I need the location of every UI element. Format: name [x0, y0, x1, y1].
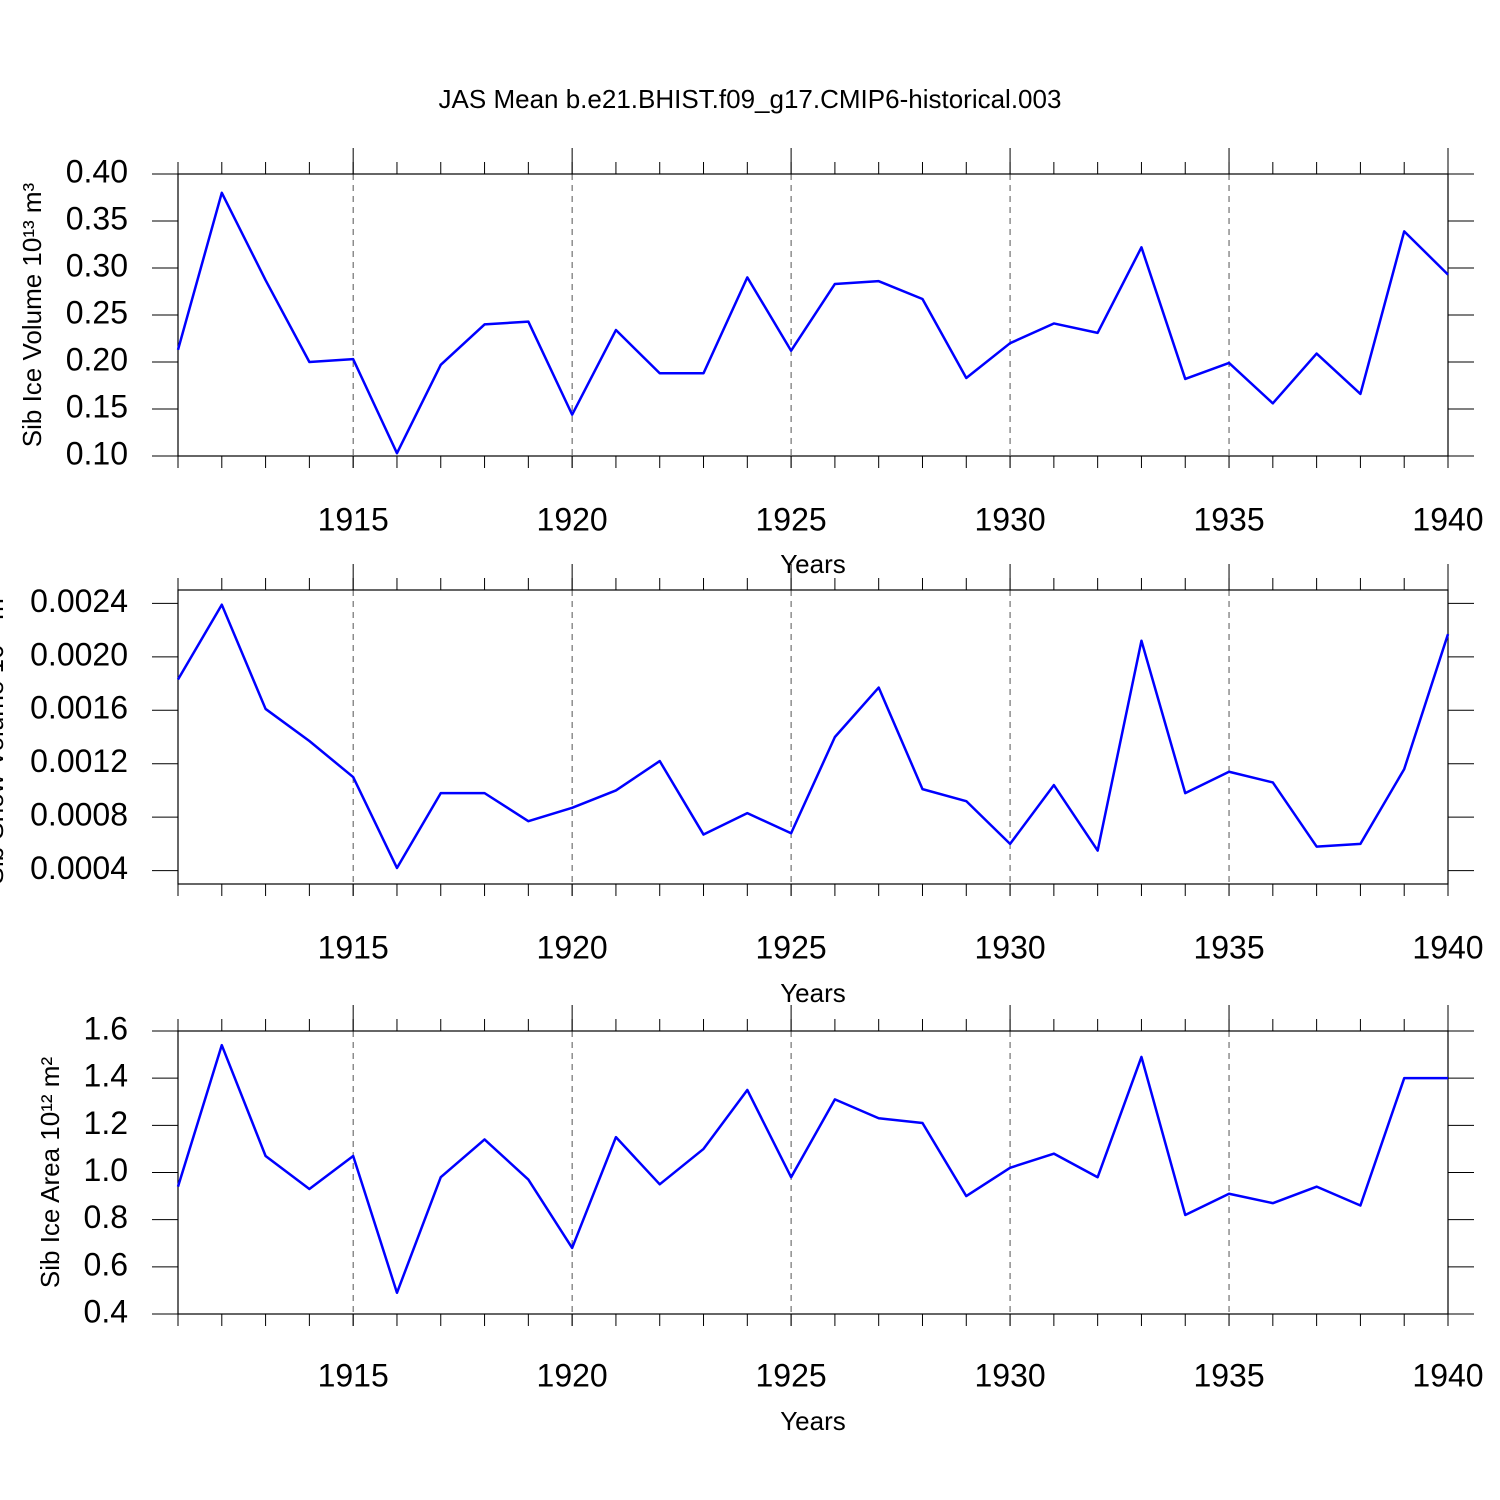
y-tick-label: 0.20	[66, 341, 128, 377]
y-tick-label: 0.35	[66, 200, 128, 236]
plot-frame	[177, 1030, 1449, 1315]
x-tick-label: 1940	[1412, 1357, 1483, 1393]
y-tick-label: 0.0004	[30, 850, 128, 886]
y-tick-label: 0.30	[66, 247, 128, 283]
x-tick-label: 1920	[537, 929, 608, 965]
y-tick-label: 0.6	[84, 1246, 128, 1282]
y-tick-label: 1.2	[84, 1105, 128, 1141]
y-tick-label: 0.0012	[30, 743, 128, 779]
x-tick-label: 1940	[1412, 501, 1483, 537]
x-tick-label: 1940	[1412, 929, 1483, 965]
x-tick-label: 1930	[974, 1357, 1045, 1393]
y-tick-label: 1.0	[84, 1152, 128, 1188]
x-tick-label: 1935	[1193, 1357, 1264, 1393]
chart-title: JAS Mean b.e21.BHIST.f09_g17.CMIP6-histo…	[439, 84, 1062, 114]
x-tick-label: 1930	[974, 929, 1045, 965]
plot-frame	[177, 173, 1449, 457]
x-tick-label: 1915	[318, 501, 389, 537]
x-tick-label: 1915	[318, 929, 389, 965]
y-tick-label: 0.40	[66, 153, 128, 189]
x-tick-label: 1915	[318, 1357, 389, 1393]
y-tick-label: 1.4	[84, 1058, 128, 1094]
data-line	[176, 191, 1449, 455]
x-axis-label: Years	[780, 549, 846, 579]
x-tick-label: 1920	[537, 1357, 608, 1393]
x-tick-label: 1935	[1193, 929, 1264, 965]
y-tick-label: 0.15	[66, 388, 128, 424]
y-tick-label: 0.8	[84, 1199, 128, 1235]
x-axis-label: Years	[780, 1406, 846, 1436]
x-tick-label: 1935	[1193, 501, 1264, 537]
y-tick-label: 0.0008	[30, 797, 128, 833]
y-tick-label: 1.6	[84, 1010, 128, 1046]
y-tick-label: 0.25	[66, 294, 128, 330]
y-tick-label: 0.4	[84, 1293, 128, 1329]
x-tick-label: 1925	[756, 929, 827, 965]
x-tick-label: 1925	[756, 501, 827, 537]
y-axis-label: Sib Snow Volume 10¹³ m³	[0, 589, 9, 884]
x-tick-label: 1930	[974, 501, 1045, 537]
x-tick-label: 1925	[756, 1357, 827, 1393]
y-axis-label: Sib Ice Volume 10¹³ m³	[17, 182, 47, 447]
y-tick-label: 0.0016	[30, 690, 128, 726]
x-tick-label: 1920	[537, 501, 608, 537]
y-tick-label: 0.0024	[30, 583, 128, 619]
data-line	[176, 1043, 1448, 1295]
x-axis-label: Years	[780, 978, 846, 1008]
data-line	[176, 603, 1450, 870]
plot-frame	[177, 589, 1449, 885]
y-tick-label: 0.10	[66, 435, 128, 471]
y-tick-label: 0.0020	[30, 636, 128, 672]
y-axis-label: Sib Ice Area 10¹² m²	[35, 1057, 65, 1289]
